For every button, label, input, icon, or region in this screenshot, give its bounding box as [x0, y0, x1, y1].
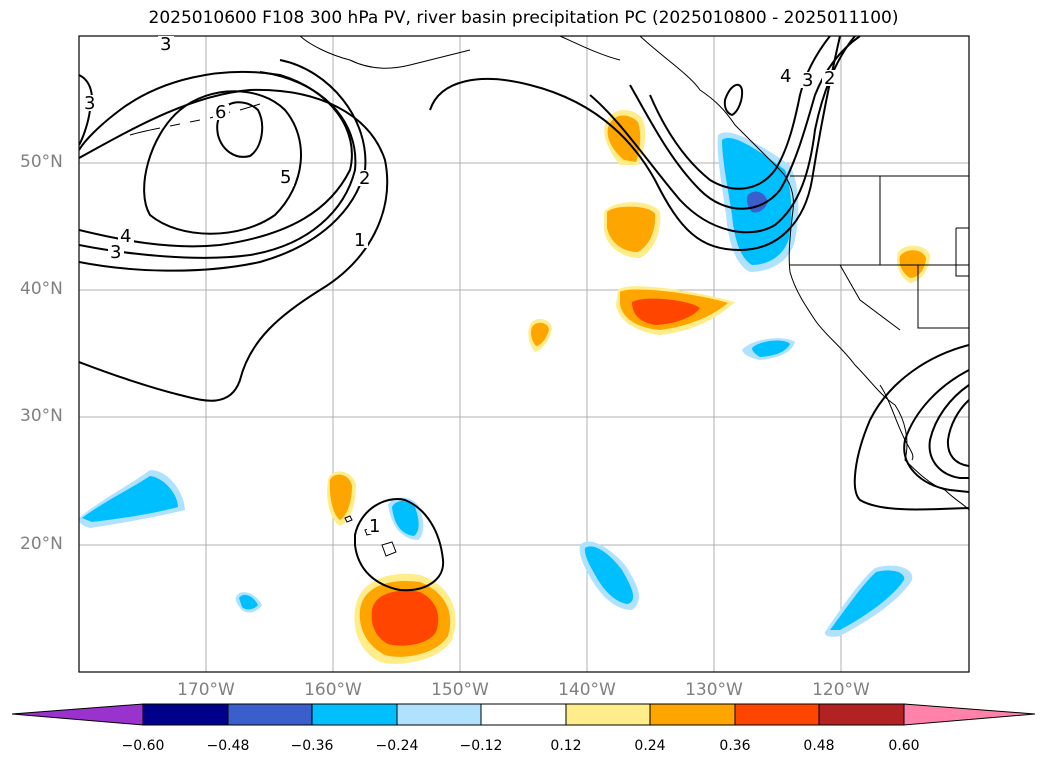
- colorbar-tick-label: −0.24: [375, 738, 419, 754]
- map-title: 2025010600 F108 300 hPa PV, river basin …: [148, 8, 899, 28]
- contour-label: 4: [120, 226, 131, 247]
- colorbar: [11, 703, 1036, 726]
- contour-label: 1: [354, 230, 365, 251]
- contour-label: 1: [369, 516, 380, 537]
- lon-label: 170°W: [177, 680, 235, 700]
- colorbar-segment: [227, 703, 313, 726]
- lon-label: 140°W: [558, 680, 616, 700]
- lon-label: 120°W: [812, 680, 870, 700]
- aleutian-islands: [129, 103, 261, 136]
- colorbar-segment: [565, 703, 651, 726]
- pv-contour-1-hawaii: [354, 498, 445, 592]
- alaska-coast: [299, 36, 621, 69]
- colorbar-segment: [142, 703, 229, 726]
- pv-contour-1-east-trough: [429, 36, 841, 252]
- lon-label: 130°W: [685, 680, 743, 700]
- contour-label: 4: [780, 66, 791, 87]
- colorbar-segment: [734, 703, 820, 726]
- colorbar-extend-min: [11, 703, 144, 726]
- lon-label: 160°W: [304, 680, 362, 700]
- us-state-borders: [790, 175, 969, 331]
- colorbar-tick-label: 0.12: [550, 738, 582, 754]
- contour-label: 3: [84, 93, 95, 114]
- map-frame: [78, 35, 970, 673]
- pv-contour-4-southeast: [946, 399, 969, 467]
- colorbar-segment: [818, 703, 905, 726]
- lat-label: 50°N: [20, 152, 63, 172]
- pv-contour-1-southeast: [853, 344, 969, 511]
- pv-contour-6: [216, 101, 264, 158]
- lat-label: 20°N: [20, 534, 63, 554]
- colorbar-tick-label: 0.48: [803, 738, 835, 754]
- pv-contour-3-east: [629, 36, 861, 210]
- colorbar-segment: [311, 703, 398, 726]
- colorbar-tick-label: 0.60: [888, 738, 920, 754]
- colorbar-extend-max: [903, 703, 1036, 726]
- contour-label: 3: [160, 34, 171, 55]
- contour-label: 2: [824, 68, 835, 89]
- pv-contour-3: [79, 71, 357, 259]
- pv-contour-small-north: [723, 83, 744, 117]
- colorbar-segment: [396, 703, 482, 726]
- colorbar-segment: [649, 703, 736, 726]
- pv-contour-2-southeast: [903, 369, 969, 493]
- colorbar-tick-label: −0.60: [121, 738, 165, 754]
- contour-label: 3: [110, 242, 121, 263]
- pv-contour-3-southeast: [928, 384, 969, 479]
- contour-label: 6: [215, 102, 226, 123]
- lat-label: 40°N: [20, 279, 63, 299]
- colorbar-tick-label: 0.36: [719, 738, 751, 754]
- colorbar-tick-label: −0.48: [206, 738, 250, 754]
- pv-contour-2: [79, 70, 353, 248]
- pv-contour-2-east: [589, 36, 856, 234]
- colorbar-tick-label: −0.36: [290, 738, 334, 754]
- map-frame-bg: [79, 36, 969, 672]
- lon-label: 150°W: [431, 680, 489, 700]
- contour-label: 5: [280, 167, 291, 188]
- colorbar-segment: [480, 703, 567, 726]
- contour-labels: 3 4 3 5 6 2 1 3 4 3 2 1: [82, 34, 838, 537]
- pv-contour-5: [143, 90, 302, 235]
- lat-label: 30°N: [20, 406, 63, 426]
- colorbar-tick-label: −0.12: [459, 738, 503, 754]
- contour-label: 2: [359, 168, 370, 189]
- contour-label: 3: [802, 70, 813, 91]
- pv-contour-4: [79, 59, 367, 272]
- colorbar-tick-label: 0.24: [634, 738, 666, 754]
- precip-shading: [79, 109, 930, 664]
